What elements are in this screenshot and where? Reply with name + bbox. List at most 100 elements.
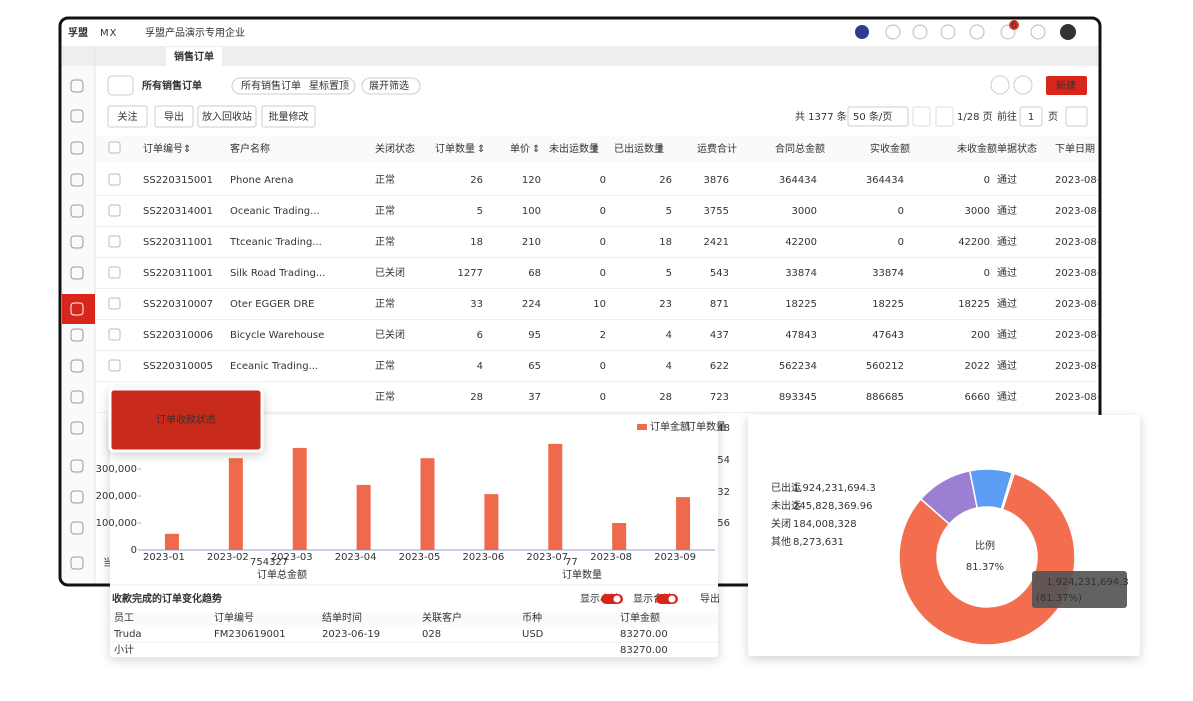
- header-icon[interactable]: [1000, 24, 1016, 40]
- x-tick-label: 2023-03: [271, 552, 313, 563]
- table-cell[interactable]: 通过: [997, 266, 1017, 279]
- checkbox[interactable]: [108, 141, 121, 154]
- sidebar-icon[interactable]: [70, 235, 84, 249]
- sidebar-icon[interactable]: [70, 359, 84, 373]
- action-button[interactable]: [107, 105, 148, 128]
- pill-active[interactable]: 所有销售订单: [241, 79, 301, 92]
- y-tick-label: 200,000: [96, 491, 137, 502]
- page-size-select[interactable]: [847, 106, 909, 127]
- x-tick-label: 2023-08: [590, 552, 632, 563]
- table-cell: 2023-08-: [1055, 392, 1101, 403]
- avatar[interactable]: [1060, 24, 1076, 40]
- header-icon[interactable]: [912, 24, 928, 40]
- column-header: 单价: [510, 143, 530, 155]
- table-cell: 0: [898, 206, 904, 217]
- view-title: 所有销售订单: [142, 79, 202, 92]
- column-header: 订单数量: [435, 142, 475, 155]
- table-cell: 已关闭: [375, 328, 405, 341]
- table-cell[interactable]: 通过: [997, 297, 1017, 310]
- search-button[interactable]: [990, 75, 1010, 95]
- checkbox[interactable]: [108, 359, 121, 372]
- checkbox[interactable]: [108, 173, 121, 186]
- action-button[interactable]: [197, 105, 257, 128]
- pie-slice[interactable]: [1000, 471, 1016, 511]
- checkbox[interactable]: [108, 266, 121, 279]
- column-header: 未收金额: [957, 142, 997, 155]
- annotation: 订单数量: [562, 568, 602, 581]
- table-cell[interactable]: 通过: [997, 204, 1017, 217]
- header-icon[interactable]: [969, 24, 985, 40]
- sidebar-icon[interactable]: [70, 459, 84, 473]
- tab[interactable]: [166, 47, 222, 66]
- funnel-button[interactable]: [1013, 75, 1033, 95]
- table-cell: 10: [593, 299, 606, 310]
- table-cell: 2023-08-: [1055, 299, 1101, 310]
- table-cell: 0: [898, 237, 904, 248]
- annotation: 77: [565, 557, 578, 568]
- filter-button[interactable]: [361, 77, 421, 95]
- table-cell: 23: [659, 299, 672, 310]
- detail-header: [110, 612, 718, 625]
- column-header: 已出运数量: [614, 142, 664, 155]
- detail-title: 收款完成的订单变化趋势: [112, 592, 222, 605]
- sidebar-icon[interactable]: [70, 109, 84, 123]
- table-cell: Oceanic Trading...: [230, 206, 320, 217]
- table-cell[interactable]: 通过: [997, 390, 1017, 403]
- column-header: 单据状态: [997, 142, 1037, 155]
- sidebar-icon[interactable]: [70, 141, 84, 155]
- page-arrow[interactable]: [935, 106, 954, 127]
- header-icon[interactable]: [885, 24, 901, 40]
- column-settings[interactable]: [1065, 106, 1088, 127]
- checkbox[interactable]: [108, 297, 121, 310]
- header-icon[interactable]: [855, 25, 869, 39]
- new-label: 新建: [1056, 79, 1076, 92]
- table-cell[interactable]: 通过: [997, 328, 1017, 341]
- header-icon[interactable]: [940, 24, 956, 40]
- pill[interactable]: 星标置顶: [309, 80, 349, 92]
- tab-bar: [62, 46, 1098, 66]
- action-label: 导出: [164, 110, 184, 123]
- view-icon[interactable]: [107, 75, 134, 96]
- bar: [228, 458, 243, 550]
- new-button[interactable]: [1046, 76, 1087, 95]
- checkbox[interactable]: [108, 235, 121, 248]
- page-arrow[interactable]: [912, 106, 931, 127]
- sidebar-icon[interactable]: [70, 390, 84, 404]
- detail-cell: USD: [522, 629, 544, 640]
- table-cell[interactable]: 通过: [997, 359, 1017, 372]
- column-header: 关闭状态: [375, 142, 415, 155]
- action-button[interactable]: [261, 105, 316, 128]
- checkbox[interactable]: [108, 204, 121, 217]
- table-cell: 4: [477, 361, 483, 372]
- y-tick-label: 100,000: [96, 518, 137, 529]
- sidebar-icon[interactable]: [70, 556, 84, 570]
- sidebar-icon[interactable]: [70, 266, 84, 280]
- page-input[interactable]: [1019, 106, 1043, 127]
- table-header: [96, 136, 1098, 162]
- x-tick-label: 2023-04: [335, 552, 377, 563]
- checkbox[interactable]: [108, 328, 121, 341]
- table-cell: 18225: [785, 299, 817, 310]
- sidebar-icon[interactable]: [70, 79, 84, 93]
- column-header: 下单日期: [1055, 143, 1095, 155]
- x-tick-label: 2023-01: [143, 552, 185, 563]
- table-cell[interactable]: 通过: [997, 173, 1017, 186]
- sidebar-icon[interactable]: [70, 204, 84, 218]
- bar: [420, 458, 435, 550]
- table-cell[interactable]: 通过: [997, 235, 1017, 248]
- table-cell: 26: [659, 175, 672, 186]
- header-icon[interactable]: [1030, 24, 1046, 40]
- tooltip-percent: (81.37%): [1036, 593, 1082, 604]
- action-button[interactable]: [154, 105, 194, 128]
- sidebar-icon[interactable]: [70, 302, 84, 316]
- sidebar-active[interactable]: [62, 294, 95, 324]
- sidebar-icon[interactable]: [70, 490, 84, 504]
- export-link[interactable]: 导出: [700, 592, 720, 605]
- sidebar-icon[interactable]: [70, 173, 84, 187]
- table-cell: 33: [470, 299, 483, 310]
- sidebar-icon[interactable]: [70, 521, 84, 535]
- table-cell: SS220310007: [143, 299, 213, 310]
- sidebar-icon[interactable]: [70, 328, 84, 342]
- sidebar-icon[interactable]: [70, 421, 84, 435]
